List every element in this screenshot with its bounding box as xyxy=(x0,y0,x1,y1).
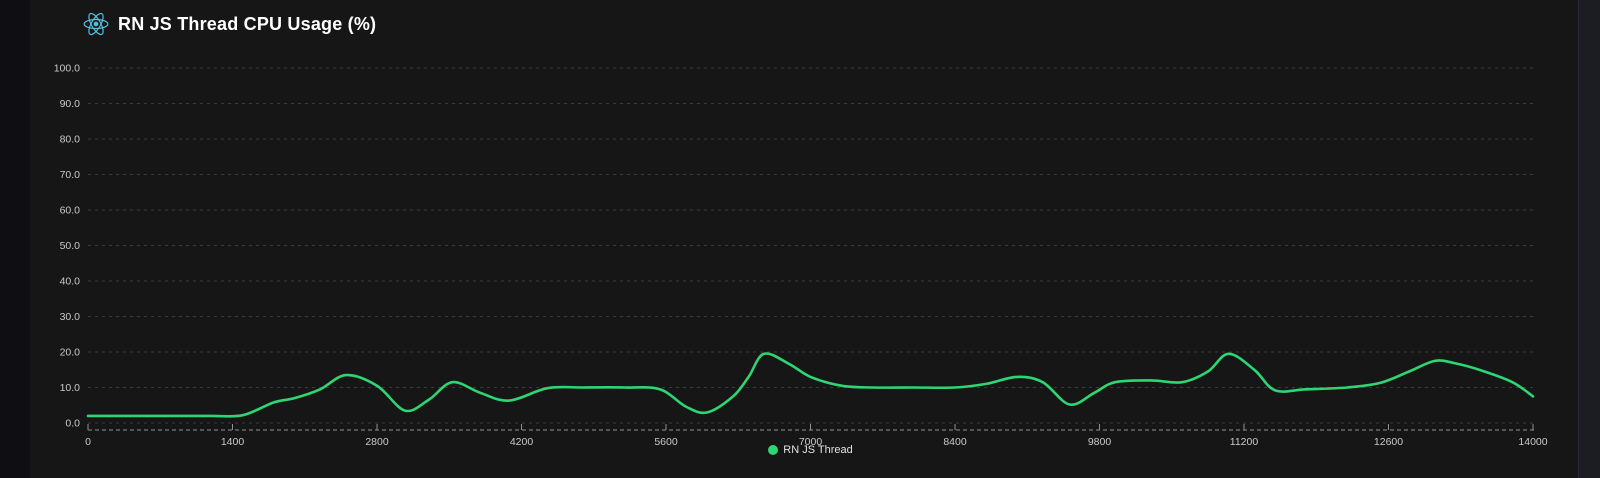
right-panel-edge xyxy=(1578,0,1600,478)
chart-card: 0.0 10.0 20.0 30.0 40.0 50.0 60.0 70.0 80.0 90.0 1… xyxy=(30,0,1578,478)
svg-text:50.0: 50.0 xyxy=(60,240,81,252)
svg-text:4200: 4200 xyxy=(510,436,534,448)
svg-text:10.0: 10.0 xyxy=(60,382,81,394)
svg-text:7000: 7000 xyxy=(799,436,823,448)
svg-text:100.0: 100.0 xyxy=(54,63,80,75)
svg-text:1400: 1400 xyxy=(221,436,245,448)
svg-text:9800: 9800 xyxy=(1088,436,1112,448)
svg-text:8400: 8400 xyxy=(943,436,967,448)
svg-text:2800: 2800 xyxy=(365,436,389,448)
chart-canvas: 0.0 10.0 20.0 30.0 40.0 50.0 60.0 70.0 80.0 90.0 1… xyxy=(54,63,1548,449)
legend-item-rn-js-thread[interactable]: RN JS Thread xyxy=(768,444,853,456)
rn-js-thread-line xyxy=(86,352,1535,418)
svg-text:40.0: 40.0 xyxy=(60,276,81,288)
react-logo-icon xyxy=(83,12,109,36)
chart-title: RN JS Thread CPU Usage (%) xyxy=(118,13,377,34)
svg-text:70.0: 70.0 xyxy=(60,169,81,181)
y-axis-labels: 0.0 10.0 20.0 30.0 40.0 50.0 60.0 70.0 80.0 90.0 1… xyxy=(54,63,80,430)
svg-text:90.0: 90.0 xyxy=(60,98,81,110)
svg-text:20.0: 20.0 xyxy=(60,347,81,359)
gridlines xyxy=(88,67,1533,424)
svg-text:0.0: 0.0 xyxy=(65,418,80,430)
x-axis xyxy=(87,424,1535,431)
svg-text:14000: 14000 xyxy=(1518,436,1547,448)
svg-text:30.0: 30.0 xyxy=(60,311,81,323)
legend-label: RN JS Thread xyxy=(783,444,853,456)
svg-text:12600: 12600 xyxy=(1374,436,1403,448)
chart-header: RN JS Thread CPU Usage (%) xyxy=(82,10,376,38)
x-axis-labels: 0 1400 2800 4200 5600 7000 8400 9800 11200 12600 1… xyxy=(85,436,1548,448)
svg-text:5600: 5600 xyxy=(654,436,678,448)
svg-text:60.0: 60.0 xyxy=(60,205,81,217)
legend-marker-icon xyxy=(768,445,779,455)
svg-text:0: 0 xyxy=(85,436,91,448)
svg-text:11200: 11200 xyxy=(1230,436,1259,448)
legend: RN JS Thread xyxy=(88,444,1533,456)
svg-text:80.0: 80.0 xyxy=(60,134,81,146)
